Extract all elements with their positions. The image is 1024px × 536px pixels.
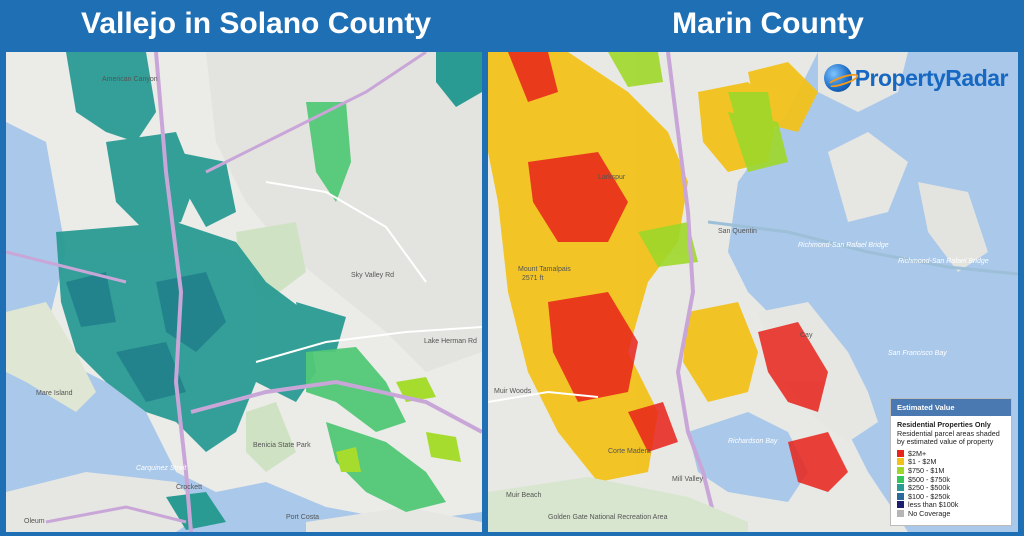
legend-item: $750 - $1M	[891, 466, 1011, 475]
legend-swatch	[897, 501, 904, 509]
label-muir-woods: Muir Woods	[494, 388, 532, 395]
legend-header: Estimated Value	[891, 399, 1011, 416]
legend-description: Residential parcel areas shaded by estim…	[897, 429, 1000, 446]
label-sf-bay: San Francisco Bay	[888, 350, 947, 357]
legend-item: No Coverage	[891, 509, 1011, 518]
label-ggnra: Golden Gate National Recreation Area	[548, 514, 668, 521]
legend-label: $250 - $500k	[908, 483, 950, 493]
legend-label: $500 - $750k	[908, 474, 950, 484]
legend-subtitle: Residential Properties Only	[897, 420, 991, 429]
title-left: Vallejo in Solano County	[80, 7, 432, 40]
label-mill-valley: Mill Valley	[672, 476, 703, 483]
vallejo-map[interactable]: American Canyon Mare Island Benicia Stat…	[6, 52, 482, 532]
legend-swatch	[897, 466, 904, 474]
label-bridge-2: Richmond-San Rafael Bridge	[898, 258, 989, 265]
legend-item: less than $100k	[891, 500, 1011, 510]
brand-logo: PropertyRadar	[823, 64, 1009, 92]
map-legend: Estimated Value Residential Properties O…	[890, 398, 1012, 526]
label-cay: Cay	[800, 332, 813, 339]
label-larkspur: Larkspur	[598, 174, 626, 181]
legend-item: $1 - $2M	[891, 457, 1011, 467]
legend-item: $250 - $500k	[891, 483, 1011, 492]
legend-label: $100 - $250k	[908, 491, 950, 501]
label-lake-herman: Lake Herman Rd	[424, 338, 477, 345]
legend-swatch	[897, 449, 904, 457]
label-crockett: Crockett	[176, 484, 203, 491]
legend-swatch	[897, 458, 904, 466]
brand-name: PropertyRadar	[854, 64, 1009, 91]
legend-swatch	[897, 475, 904, 483]
legend-swatch	[897, 509, 904, 517]
label-american-canyon: American Canyon	[102, 76, 158, 83]
title-right: Marin County	[672, 7, 864, 40]
label-oleum: Oleum	[24, 518, 45, 525]
legend-item: $2M+	[891, 449, 1011, 458]
label-richardson-bay: Richardson Bay	[728, 438, 778, 445]
legend-label: $750 - $1M	[908, 465, 945, 475]
label-corte-madera: Corte Madera	[608, 448, 651, 455]
globe-icon	[823, 64, 852, 92]
legend-item: $500 - $750k	[891, 475, 1011, 484]
legend-label: No Coverage	[908, 508, 951, 518]
legend-list: $2M+ $1 - $2M $750 - $1M $500 - $750k $250 -…	[891, 449, 1011, 518]
legend-item: $100 - $250k	[891, 492, 1011, 501]
legend-label: $2M+	[908, 448, 927, 458]
vallejo-map-canvas	[6, 52, 482, 532]
label-tam-elevation: 2571 ft	[522, 275, 544, 282]
label-sky-valley: Sky Valley Rd	[351, 272, 395, 279]
label-mt-tam: Mount Tamalpais	[518, 266, 571, 273]
legend-label: less than $100k	[908, 500, 959, 510]
label-bridge-1: Richmond-San Rafael Bridge	[798, 242, 889, 249]
label-mare-island: Mare Island	[36, 390, 73, 397]
marin-map-canvas	[488, 52, 1018, 532]
legend-swatch	[897, 492, 904, 500]
label-san-quentin: San Quentin	[718, 228, 757, 235]
label-muir-beach: Muir Beach	[506, 492, 542, 499]
legend-swatch	[897, 484, 904, 492]
label-port-costa: Port Costa	[286, 514, 320, 521]
label-carquinez: Carquinez Strait	[136, 465, 187, 472]
marin-map[interactable]: PropertyRadar San Quentin Richmond-San R…	[488, 52, 1018, 532]
label-benicia: Benicia State Park	[253, 442, 311, 449]
legend-label: $1 - $2M	[908, 457, 937, 467]
